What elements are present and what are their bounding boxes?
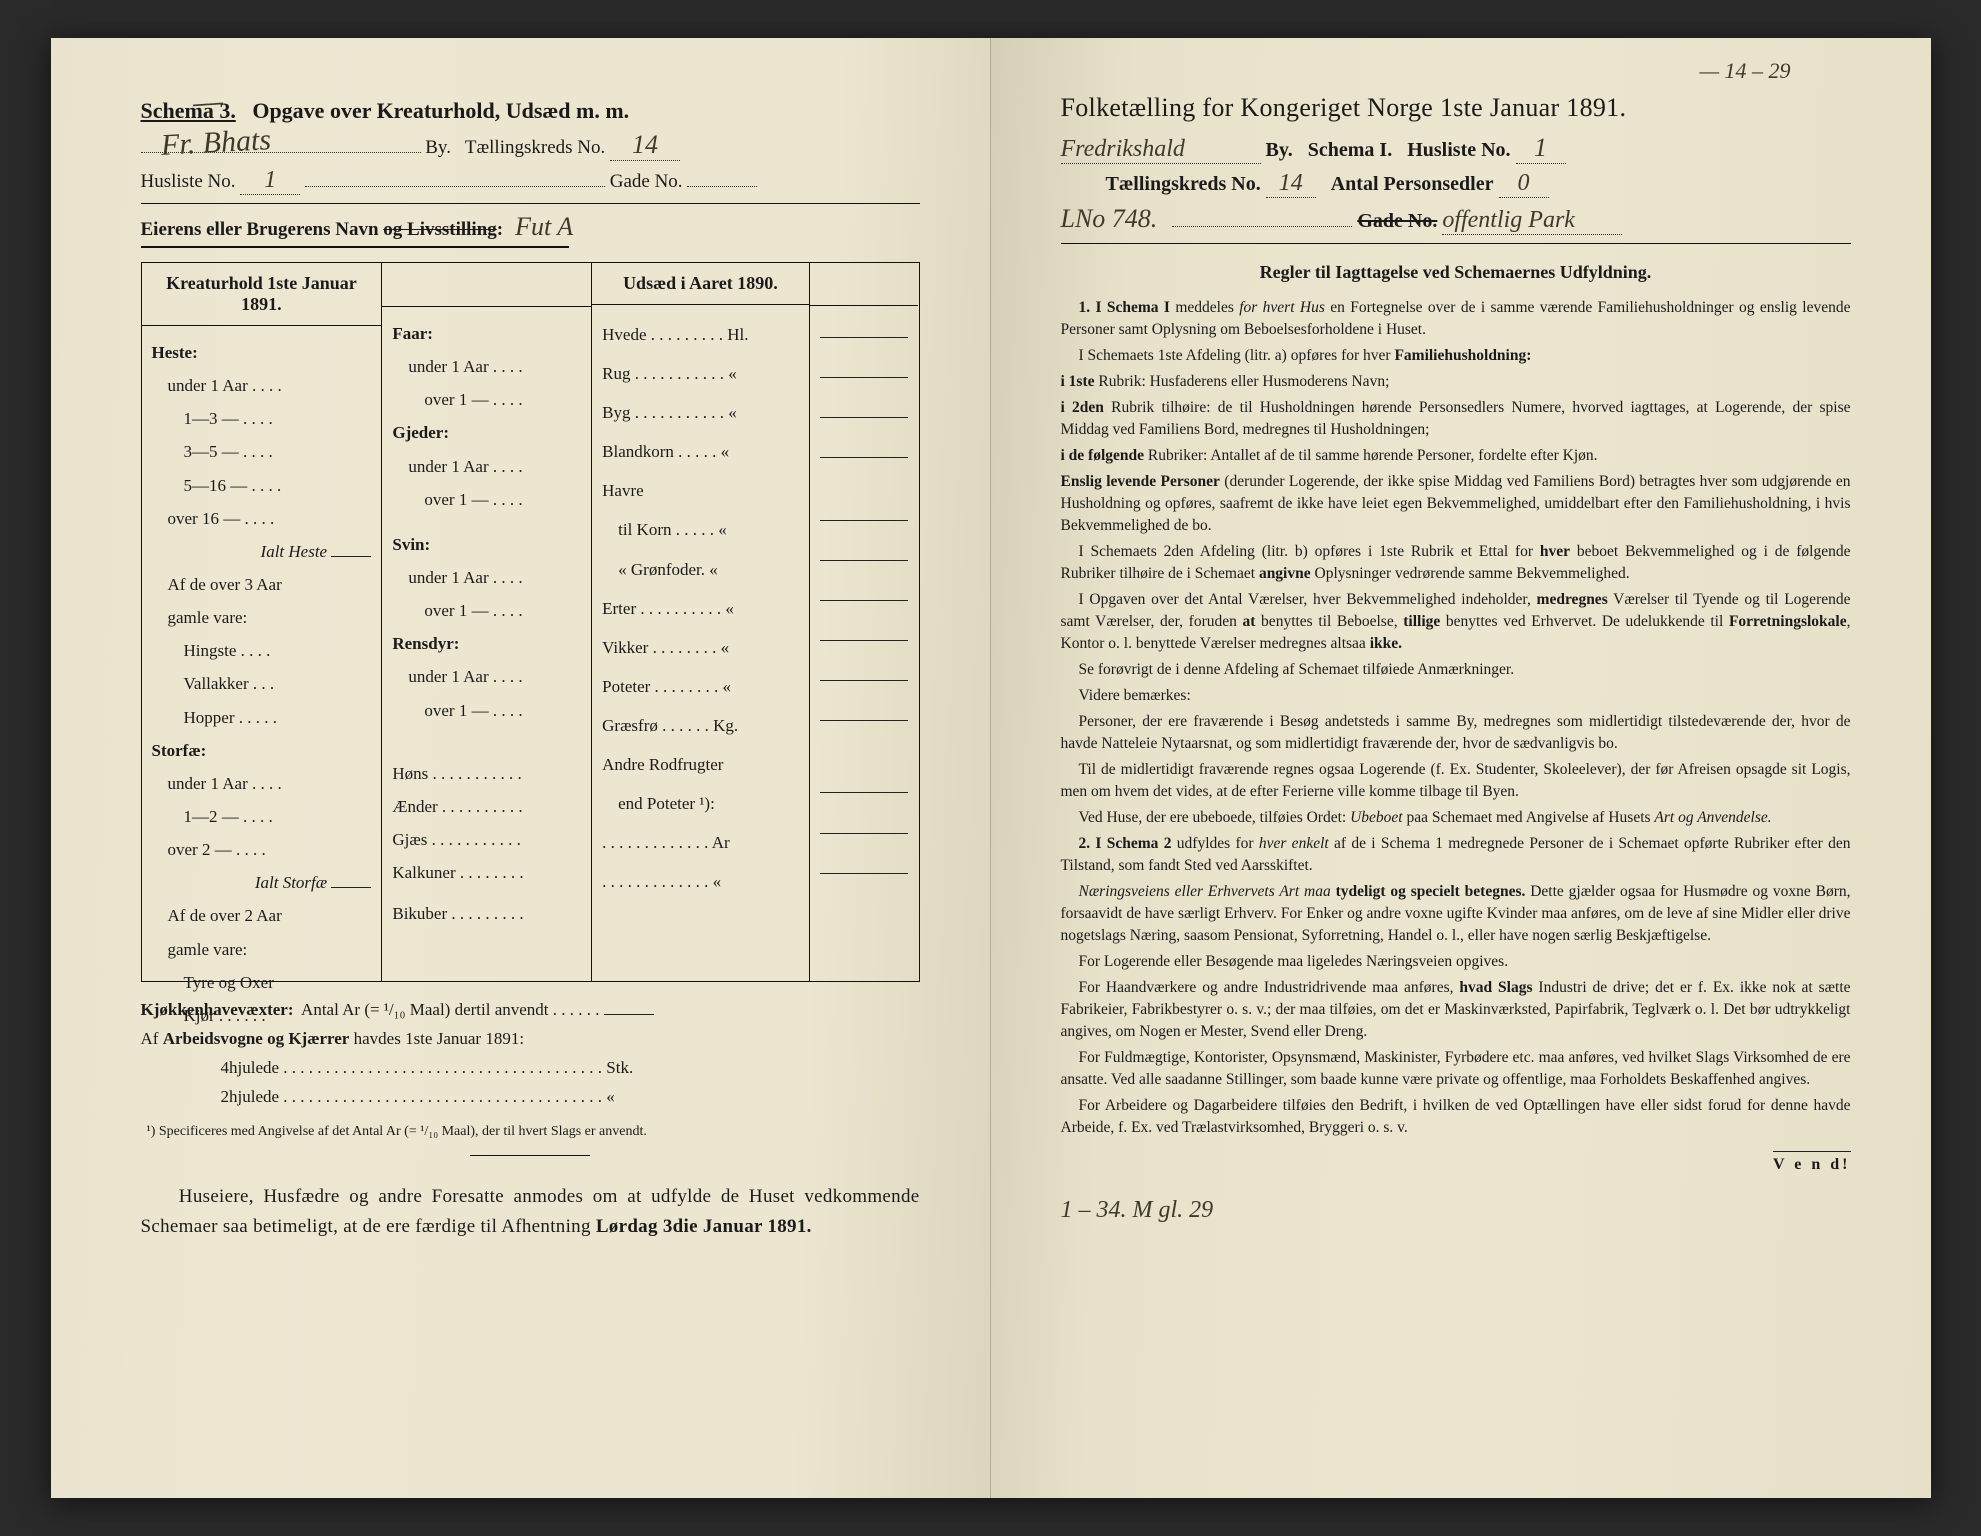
schema3-title: Schema 3. Opgave over Kreaturhold, Udsæd… — [141, 98, 920, 124]
right-page: — 14 – 29 Folketælling for Kongeriget No… — [991, 38, 1931, 1498]
kreatur-table: Kreaturhold 1ste Januar 1891. Heste: und… — [141, 262, 920, 982]
rules-body: 1. I Schema I meddeles for hvert Hus en … — [1061, 297, 1851, 1177]
left-page: ⎯⎯ Fr. Bhats Schema 3. Opgave over Kreat… — [51, 38, 991, 1498]
thead-udsaed: Udsæd i Aaret 1890. — [592, 263, 809, 305]
bottom-handwriting: 1 – 34. M gl. 29 — [1061, 1197, 1851, 1224]
lno-gade-line: LNo 748. Gade No. offentlig Park — [1061, 204, 1851, 235]
owner-line: Eierens eller Brugerens Navn og Livsstil… — [141, 212, 920, 242]
owner-name-hw: Fut A — [515, 212, 573, 241]
taellingskreds-no-hw: 14 — [632, 130, 658, 159]
antal-hw: 0 — [1518, 170, 1530, 196]
top-right-handwriting: — 14 – 29 — [1699, 58, 1790, 84]
husliste-hw: 1 — [1534, 133, 1547, 162]
gade-handwriting: offentlig Park — [1442, 207, 1575, 233]
by-handwriting: Fredrikshald — [1061, 136, 1185, 162]
book-spread: ⎯⎯ Fr. Bhats Schema 3. Opgave over Kreat… — [51, 38, 1931, 1498]
handwritten-town: Fr. Bhats — [160, 123, 272, 163]
taelling-hw: 14 — [1279, 170, 1303, 196]
handwritten-scribble-top: ⎯⎯ — [189, 85, 221, 121]
regler-heading: Regler til Iagttagelse ved Schemaernes U… — [1061, 262, 1851, 283]
husliste-line: Husliste No. 1 Gade No. — [141, 167, 920, 195]
husliste-no-hw: 1 — [264, 167, 276, 193]
by-schema-line: Fredrikshald By. Schema I. Husliste No. … — [1061, 133, 1851, 164]
vend-label: V e n d! — [1773, 1151, 1851, 1177]
lno-handwriting: LNo 748. — [1061, 204, 1158, 233]
footer-notice: Huseiere, Husfædre og andre Foresatte an… — [141, 1182, 920, 1241]
footnote-1: ¹) Specificeres med Angivelse af det Ant… — [141, 1122, 920, 1142]
taelling-antal-line: Tællingskreds No. 14 Antal Personsedler … — [1061, 170, 1851, 198]
below-table: Kjøkkenhavevæxter: Antal Ar (= ¹/₁₀ Maal… — [141, 996, 920, 1112]
thead-kreatur: Kreaturhold 1ste Januar 1891. — [142, 263, 383, 326]
census-title: Folketælling for Kongeriget Norge 1ste J… — [1061, 93, 1851, 123]
